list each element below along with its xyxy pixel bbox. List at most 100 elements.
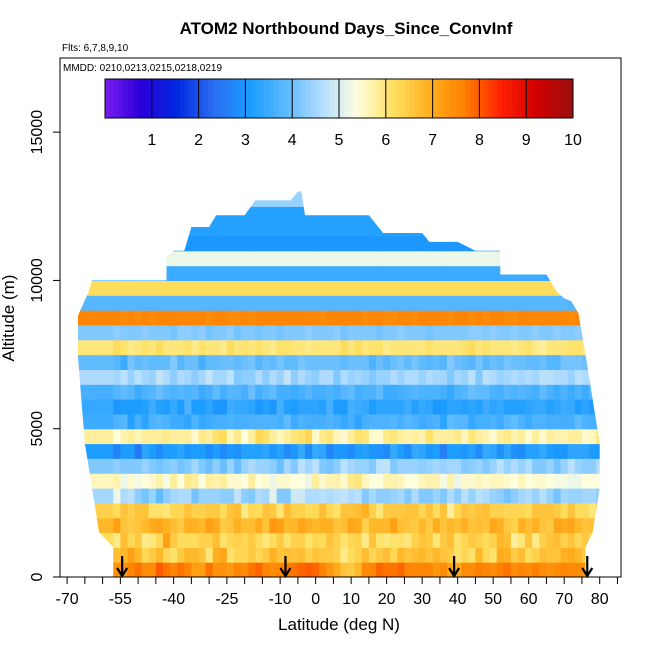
heatmap-cell — [120, 473, 129, 489]
heatmap-cell — [510, 235, 519, 252]
heatmap-cell — [84, 384, 93, 400]
heatmap-cell — [99, 532, 107, 548]
heatmap-cell — [305, 517, 313, 534]
heatmap-cell — [148, 517, 157, 534]
heatmap-cell — [155, 384, 164, 400]
heatmap-cell — [404, 547, 413, 563]
heatmap-cell — [553, 547, 562, 563]
heatmap-cell — [148, 369, 157, 385]
heatmap-cell — [596, 354, 600, 370]
heatmap-cell — [361, 250, 370, 267]
heatmap-cell — [425, 562, 434, 577]
heatmap-cell — [340, 547, 349, 563]
heatmap-cell — [496, 354, 505, 370]
heatmap-cell — [361, 235, 370, 252]
heatmap-cell — [596, 235, 600, 252]
heatmap-cell — [475, 458, 484, 474]
heatmap-cell — [226, 235, 235, 252]
heatmap-cell — [170, 488, 178, 504]
heatmap-cell — [127, 384, 136, 400]
heatmap-cell — [368, 221, 377, 237]
heatmap-cell — [383, 295, 391, 311]
heatmap-cell — [198, 250, 207, 267]
heatmap-cell — [632, 369, 640, 384]
heatmap-cell — [354, 354, 363, 370]
heatmap-cell — [489, 221, 498, 237]
heatmap-cell — [461, 324, 469, 341]
heatmap-cell — [198, 310, 207, 326]
heatmap-cell — [447, 399, 455, 415]
heatmap-cell — [148, 502, 157, 519]
heatmap-cell — [503, 339, 512, 356]
heatmap-cell — [632, 221, 640, 236]
profile-arrow-head — [448, 567, 461, 579]
heatmap-cell — [177, 384, 185, 400]
heatmap-cell — [418, 517, 427, 534]
heatmap-cell — [581, 295, 590, 311]
heatmap-cell — [106, 265, 114, 281]
heatmap-cell — [454, 206, 462, 222]
colorbar-segment — [399, 79, 406, 118]
heatmap-cell — [468, 562, 476, 577]
heatmap-cell — [589, 443, 597, 459]
heatmap-cell — [127, 532, 136, 548]
heatmap-cell — [539, 488, 547, 504]
heatmap-cell — [439, 428, 448, 445]
heatmap-cell — [454, 310, 462, 326]
heatmap-cell — [326, 502, 334, 519]
heatmap-cell — [333, 191, 342, 207]
heatmap-cell — [106, 547, 114, 563]
heatmap-cell — [269, 221, 278, 237]
heatmap-cell — [496, 488, 505, 504]
heatmap-cell — [425, 280, 434, 296]
heatmap-cell — [418, 191, 427, 207]
heatmap-cell — [283, 532, 292, 548]
heatmap-cell — [354, 562, 363, 577]
colorbar-segment — [470, 79, 476, 118]
heatmap-cell — [447, 547, 455, 563]
heatmap-cell — [532, 502, 540, 519]
heatmap-cell — [532, 399, 540, 415]
heatmap-cell — [581, 235, 590, 252]
heatmap-cell — [510, 206, 519, 222]
heatmap-cell — [305, 206, 313, 222]
heatmap-cell — [397, 443, 405, 459]
heatmap-cell — [205, 399, 214, 415]
heatmap-cell — [319, 191, 327, 207]
heatmap-cell — [603, 325, 611, 340]
heatmap-cell — [632, 503, 640, 518]
heatmap-cell — [255, 280, 263, 296]
heatmap-cell — [290, 413, 299, 430]
heatmap-cell — [319, 488, 327, 504]
heatmap-cell — [439, 413, 448, 430]
heatmap-cell — [496, 206, 505, 222]
heatmap-cell — [461, 280, 469, 296]
heatmap-cell — [155, 502, 164, 519]
heatmap-cell — [184, 265, 192, 281]
heatmap-cell — [603, 340, 611, 355]
heatmap-cell — [305, 250, 313, 267]
heatmap-cell — [234, 562, 242, 577]
heatmap-cell — [77, 369, 86, 385]
heatmap-cell — [312, 458, 320, 474]
heatmap-cell — [148, 206, 157, 222]
heatmap-cell — [468, 339, 476, 356]
heatmap-cell — [625, 280, 633, 295]
heatmap-cell — [241, 473, 249, 489]
heatmap-cell — [106, 502, 114, 519]
heatmap-cell — [92, 354, 100, 370]
heatmap-cell — [99, 265, 107, 281]
heatmap-cell — [212, 354, 221, 370]
heatmap-cell — [539, 280, 547, 296]
heatmap-cell — [461, 206, 469, 222]
heatmap-cell — [155, 354, 164, 370]
heatmap-cell — [305, 235, 313, 252]
heatmap-cell — [567, 206, 576, 222]
heatmap-cell — [84, 562, 93, 577]
heatmap-cell — [632, 266, 640, 281]
heatmap-cell — [532, 369, 540, 385]
heatmap-cell — [632, 562, 640, 577]
heatmap-cell — [340, 399, 349, 415]
heatmap-cell — [560, 458, 569, 474]
heatmap-cell — [567, 221, 576, 237]
